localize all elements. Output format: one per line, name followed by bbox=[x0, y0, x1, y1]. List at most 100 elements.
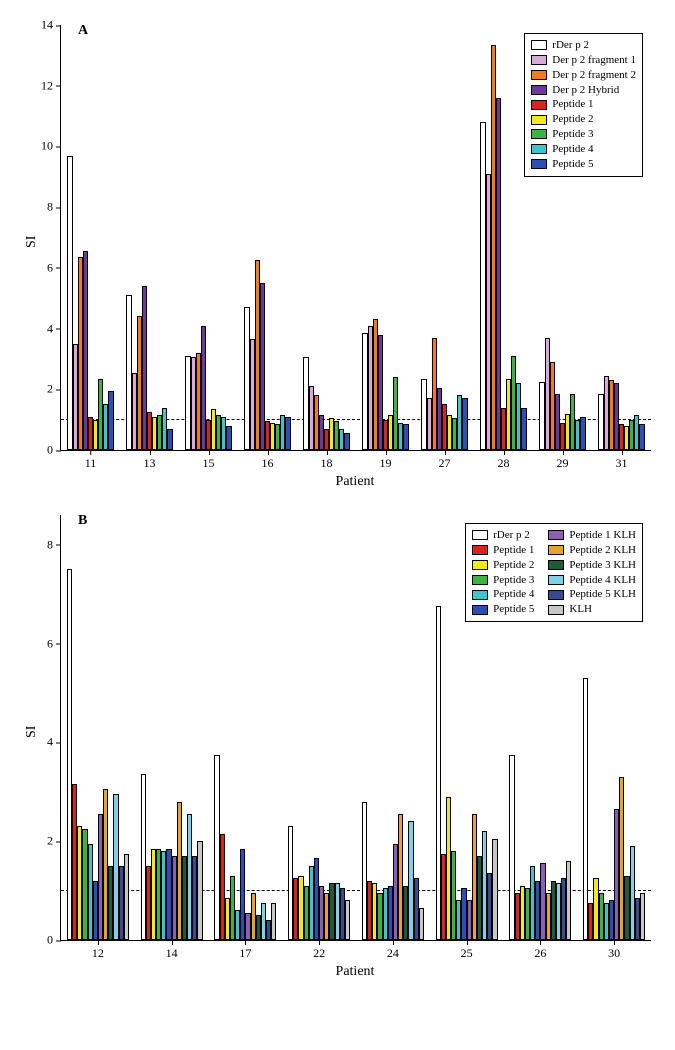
panel-label: A bbox=[78, 23, 88, 39]
legend-item: KLH bbox=[548, 602, 636, 617]
legend-item: Peptide 2 bbox=[531, 112, 636, 127]
legend-item: Peptide 4 bbox=[531, 142, 636, 157]
legend-label: Der p 2 fragment 1 bbox=[552, 53, 636, 68]
legend-swatch bbox=[531, 40, 547, 50]
bar bbox=[566, 861, 571, 940]
legend-item: rDer p 2 bbox=[531, 38, 636, 53]
x-axis-label: Patient bbox=[60, 964, 650, 980]
legend-swatch bbox=[472, 545, 488, 555]
legend-label: Peptide 3 KLH bbox=[569, 558, 636, 573]
legend-label: Peptide 2 KLH bbox=[569, 543, 636, 558]
legend-label: Der p 2 fragment 2 bbox=[552, 68, 636, 83]
legend-item: Peptide 5 bbox=[531, 157, 636, 172]
legend-label: rDer p 2 bbox=[552, 38, 589, 53]
figure: 0246810121411131516181927282931rDer p 2D… bbox=[10, 10, 665, 990]
y-tick: 12 bbox=[41, 78, 61, 93]
y-tick: 8 bbox=[47, 537, 61, 552]
bar bbox=[285, 417, 290, 450]
bar bbox=[167, 429, 172, 450]
legend-item: Peptide 1 bbox=[531, 97, 636, 112]
legend-item: Peptide 1 KLH bbox=[548, 528, 636, 543]
legend-item: Der p 2 fragment 1 bbox=[531, 53, 636, 68]
legend-swatch bbox=[472, 560, 488, 570]
y-tick: 4 bbox=[47, 735, 61, 750]
legend-swatch bbox=[548, 530, 564, 540]
y-axis-label: SI bbox=[24, 725, 40, 737]
bar bbox=[124, 854, 129, 940]
legend-label: Peptide 5 KLH bbox=[569, 587, 636, 602]
legend-label: Peptide 5 bbox=[552, 157, 593, 172]
legend-item: Peptide 3 bbox=[472, 573, 534, 588]
x-tick: 13 bbox=[144, 450, 156, 471]
legend: rDer p 2Peptide 1Peptide 2Peptide 3Pepti… bbox=[465, 523, 643, 622]
legend-item: Peptide 5 bbox=[472, 602, 534, 617]
legend-label: Der p 2 Hybrid bbox=[552, 83, 619, 98]
legend-item: Peptide 4 KLH bbox=[548, 573, 636, 588]
y-tick: 6 bbox=[47, 260, 61, 275]
legend-label: Peptide 5 bbox=[493, 602, 534, 617]
panel-a: 0246810121411131516181927282931rDer p 2D… bbox=[10, 10, 665, 500]
legend-swatch bbox=[531, 144, 547, 154]
bar bbox=[419, 908, 424, 940]
legend-item: Peptide 3 KLH bbox=[548, 558, 636, 573]
legend-item: Peptide 1 bbox=[472, 543, 534, 558]
legend-label: Peptide 2 bbox=[552, 112, 593, 127]
legend-label: KLH bbox=[569, 602, 592, 617]
legend-swatch bbox=[531, 70, 547, 80]
y-tick: 8 bbox=[47, 200, 61, 215]
legend-label: Peptide 3 bbox=[552, 127, 593, 142]
legend-swatch bbox=[472, 605, 488, 615]
bar bbox=[496, 98, 501, 450]
y-tick: 2 bbox=[47, 834, 61, 849]
bar bbox=[640, 893, 645, 940]
legend-item: Peptide 3 bbox=[531, 127, 636, 142]
legend-swatch bbox=[531, 55, 547, 65]
legend-swatch bbox=[548, 605, 564, 615]
x-tick: 24 bbox=[387, 940, 399, 961]
x-tick: 31 bbox=[616, 450, 628, 471]
y-tick: 0 bbox=[47, 933, 61, 948]
x-tick: 27 bbox=[439, 450, 451, 471]
legend-swatch bbox=[531, 159, 547, 169]
legend-swatch bbox=[531, 85, 547, 95]
x-tick: 15 bbox=[203, 450, 215, 471]
bar bbox=[580, 417, 585, 450]
y-tick: 10 bbox=[41, 139, 61, 154]
plot-area: 0246810121411131516181927282931rDer p 2D… bbox=[60, 25, 651, 451]
legend-label: rDer p 2 bbox=[493, 528, 530, 543]
bar bbox=[492, 839, 497, 940]
y-tick: 14 bbox=[41, 18, 61, 33]
x-tick: 29 bbox=[557, 450, 569, 471]
x-tick: 30 bbox=[608, 940, 620, 961]
x-tick: 16 bbox=[262, 450, 274, 471]
x-tick: 11 bbox=[85, 450, 97, 471]
legend-label: Peptide 1 bbox=[552, 97, 593, 112]
bar bbox=[271, 903, 276, 940]
bar bbox=[583, 678, 588, 940]
legend-swatch bbox=[472, 575, 488, 585]
bar bbox=[639, 424, 644, 450]
legend-item: Peptide 4 bbox=[472, 587, 534, 602]
legend: rDer p 2Der p 2 fragment 1Der p 2 fragme… bbox=[524, 33, 643, 177]
x-tick: 22 bbox=[313, 940, 325, 961]
bar bbox=[521, 408, 526, 451]
y-tick: 0 bbox=[47, 443, 61, 458]
x-tick: 18 bbox=[321, 450, 333, 471]
legend-item: Peptide 2 bbox=[472, 558, 534, 573]
plot-area: 024681214172224252630rDer p 2Peptide 1Pe… bbox=[60, 515, 651, 941]
legend-swatch bbox=[548, 560, 564, 570]
bar bbox=[344, 433, 349, 450]
legend-item: rDer p 2 bbox=[472, 528, 534, 543]
legend-item: Peptide 2 KLH bbox=[548, 543, 636, 558]
bar bbox=[345, 900, 350, 940]
y-tick: 2 bbox=[47, 382, 61, 397]
x-tick: 17 bbox=[239, 940, 251, 961]
bar bbox=[197, 841, 202, 940]
x-tick: 19 bbox=[380, 450, 392, 471]
legend-label: Peptide 3 bbox=[493, 573, 534, 588]
x-tick: 14 bbox=[166, 940, 178, 961]
legend-item: Der p 2 fragment 2 bbox=[531, 68, 636, 83]
bar bbox=[108, 391, 113, 450]
legend-swatch bbox=[472, 590, 488, 600]
legend-swatch bbox=[472, 530, 488, 540]
